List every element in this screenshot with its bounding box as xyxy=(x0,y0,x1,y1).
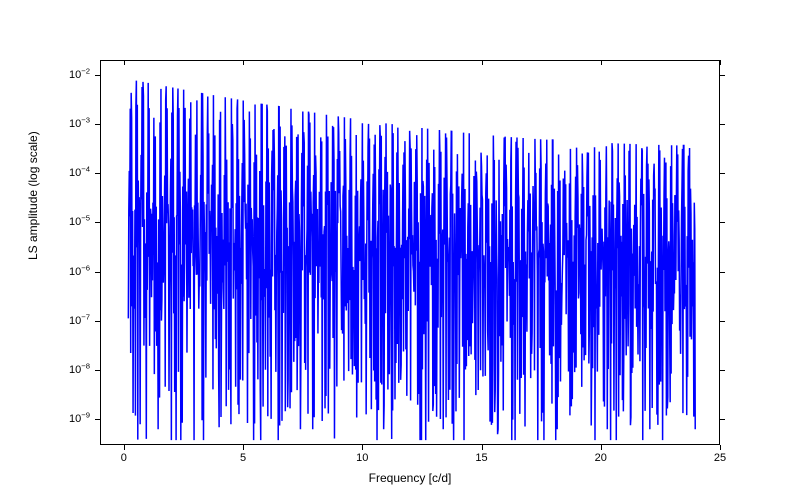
x-axis-label: Frequency [c/d] xyxy=(100,471,720,485)
y-tick-label: 10−5 xyxy=(54,216,90,228)
y-tick-label: 10−3 xyxy=(54,118,90,130)
x-tick-mark xyxy=(601,60,602,65)
y-tick-label: 10−8 xyxy=(54,364,90,376)
y-tick-label: 10−4 xyxy=(54,167,90,179)
x-tick-mark xyxy=(482,60,483,65)
plot-area xyxy=(101,61,719,444)
y-tick-label: 10−2 xyxy=(54,69,90,81)
y-tick-mark xyxy=(720,419,725,420)
x-tick-label: 10 xyxy=(356,452,368,464)
x-tick-mark xyxy=(124,60,125,65)
y-tick-mark xyxy=(720,75,725,76)
y-tick-mark xyxy=(720,173,725,174)
axes-frame xyxy=(100,60,720,445)
y-tick-mark xyxy=(720,222,725,223)
x-tick-mark xyxy=(601,445,602,450)
y-tick-label: 10−7 xyxy=(54,315,90,327)
x-tick-mark xyxy=(720,60,721,65)
y-axis-label: LS amplitude (log scale) xyxy=(26,244,40,260)
x-tick-label: 20 xyxy=(595,452,607,464)
y-tick-mark xyxy=(95,321,100,322)
y-tick-mark xyxy=(720,370,725,371)
y-tick-mark xyxy=(720,321,725,322)
y-tick-mark xyxy=(95,272,100,273)
x-tick-label: 15 xyxy=(475,452,487,464)
x-tick-label: 0 xyxy=(121,452,127,464)
y-tick-mark xyxy=(720,272,725,273)
x-tick-mark xyxy=(720,445,721,450)
y-tick-mark xyxy=(95,173,100,174)
x-tick-label: 25 xyxy=(714,452,726,464)
x-tick-mark xyxy=(362,60,363,65)
y-tick-mark xyxy=(95,370,100,371)
y-tick-mark xyxy=(95,419,100,420)
x-tick-mark xyxy=(243,60,244,65)
y-tick-mark xyxy=(95,124,100,125)
y-tick-mark xyxy=(95,75,100,76)
x-tick-mark xyxy=(482,445,483,450)
x-tick-mark xyxy=(243,445,244,450)
x-tick-mark xyxy=(362,445,363,450)
y-tick-label: 10−9 xyxy=(54,413,90,425)
x-tick-mark xyxy=(124,445,125,450)
y-tick-label: 10−6 xyxy=(54,266,90,278)
x-tick-label: 5 xyxy=(240,452,246,464)
figure: LS amplitude (log scale) Frequency [c/d]… xyxy=(0,0,800,500)
y-tick-mark xyxy=(720,124,725,125)
periodogram-line xyxy=(101,61,719,444)
y-tick-mark xyxy=(95,222,100,223)
